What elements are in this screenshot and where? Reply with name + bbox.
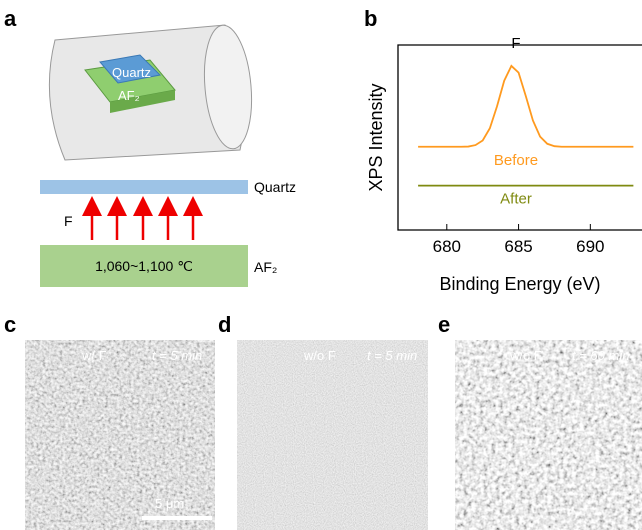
label: 1,060~1,100 ℃ [95, 258, 193, 274]
x-tick-label: 685 [504, 237, 532, 256]
x-tick-label: 680 [433, 237, 461, 256]
annotation: F [511, 35, 520, 52]
sem-image [455, 340, 642, 530]
label: Quartz [254, 179, 296, 195]
scale-bar [142, 516, 212, 520]
label: w/ F [81, 348, 107, 363]
scale-bar-label: 5 μm [155, 496, 184, 511]
panel-e: e w/o F t = 60 min [438, 312, 642, 530]
label: AF₂ [118, 88, 140, 103]
label: w/o F [509, 348, 542, 363]
label: AF₂ [254, 259, 277, 275]
arrows [92, 206, 193, 240]
series-line [418, 66, 633, 147]
panel-a: a Quartz AF₂ Quartz F 1,060~1,100 ℃ AF₂ [4, 6, 296, 287]
sem-image [25, 340, 215, 530]
figure: a Quartz AF₂ Quartz F 1,060~1,100 ℃ AF₂ … [0, 0, 642, 530]
x-tick-label: 690 [576, 237, 604, 256]
panel-label: b [364, 6, 377, 31]
label: w/o F [303, 348, 336, 363]
label: Quartz [112, 65, 151, 80]
panel-label: c [4, 312, 16, 337]
series-label: Before [494, 152, 538, 169]
label: t = 5 min [367, 348, 417, 363]
panel-label: e [438, 312, 450, 337]
series-label: After [500, 191, 532, 208]
label: F [64, 213, 73, 229]
quartz-plate [40, 180, 248, 194]
y-axis-label: XPS Intensity [366, 83, 386, 191]
panel-c: c w/ F t = 5 min 5 μm [4, 312, 215, 530]
panel-d: d w/o F t = 5 min [218, 312, 428, 530]
label: t = 5 min [152, 348, 202, 363]
sem-image [237, 340, 428, 530]
panel-label: a [4, 6, 17, 31]
label: t = 60 min [572, 348, 629, 363]
panel-b: b 680 685 690 Binding Energy (eV) XPS Intens… [364, 6, 642, 294]
panel-label: d [218, 312, 231, 337]
x-axis-label: Binding Energy (eV) [439, 274, 600, 294]
